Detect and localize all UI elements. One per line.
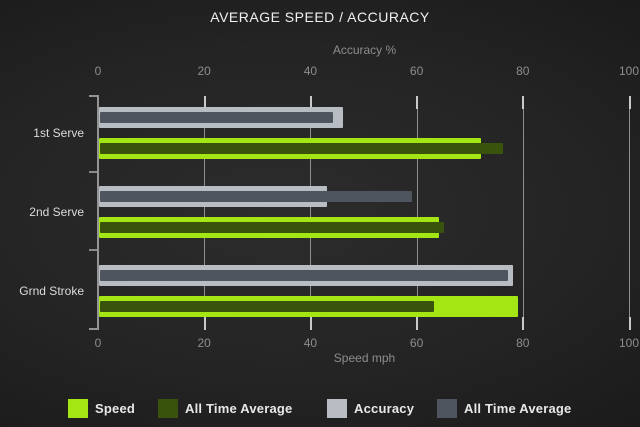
top-axis-tick-label: 60: [409, 64, 424, 78]
category-label-grnd-stroke: Grnd Stroke: [19, 284, 84, 298]
bar-all-time-average-2nd-serve: [100, 191, 413, 202]
legend-label-accuracy: Accuracy: [354, 401, 415, 416]
legend-swatch-all-time-average: [158, 399, 178, 418]
bottom-axis-tick-label: 40: [303, 336, 318, 350]
bottom-axis-tick: [416, 317, 419, 330]
legend-label-speed: Speed: [95, 401, 136, 416]
top-axis-tick: [628, 96, 631, 109]
legend-item-accuracy: Accuracy: [327, 399, 414, 418]
y-axis-line: [97, 95, 99, 330]
gridline: [310, 96, 312, 330]
legend-swatch-all-time-average: [437, 399, 457, 418]
y-axis-group-tick: [89, 249, 97, 251]
bottom-axis-tick: [628, 317, 631, 330]
y-axis-group-tick: [89, 171, 97, 173]
legend-item-speed: Speed: [68, 399, 135, 418]
bottom-axis-tick: [309, 317, 312, 330]
bar-all-time-average-1st-serve: [100, 143, 503, 154]
chart-title: AVERAGE SPEED / ACCURACY: [210, 9, 430, 25]
y-axis-bottom-bracket: [89, 328, 99, 330]
bar-all-time-average-grnd-stroke: [100, 270, 508, 281]
gridline: [204, 96, 206, 330]
bottom-axis-tick-label: 0: [94, 336, 102, 350]
legend-item-all-time-average: All Time Average: [437, 399, 572, 418]
legend-swatch-speed: [68, 399, 88, 418]
category-label-2nd-serve: 2nd Serve: [29, 205, 84, 219]
top-axis-tick-label: 40: [303, 64, 318, 78]
bottom-axis-tick-label: 60: [409, 336, 424, 350]
bar-all-time-average-1st-serve: [100, 112, 333, 123]
legend-label-all-time-average: All Time Average: [464, 401, 572, 416]
gridline: [522, 96, 524, 330]
legend-label-all-time-average: All Time Average: [185, 401, 293, 416]
top-axis-tick: [203, 96, 206, 109]
bottom-axis-tick: [203, 317, 206, 330]
bottom-axis-tick-label: 20: [197, 336, 211, 350]
bar-all-time-average-2nd-serve: [100, 222, 445, 233]
gridline: [629, 96, 630, 330]
bottom-axis-title: Speed mph: [333, 351, 396, 365]
category-label-1st-serve: 1st Serve: [33, 126, 84, 140]
top-axis-title: Accuracy %: [332, 43, 397, 57]
top-axis-tick-label: 0: [94, 64, 102, 78]
top-axis-tick-label: 20: [197, 64, 211, 78]
top-axis-tick-label: 80: [516, 64, 530, 78]
bar-all-time-average-grnd-stroke: [100, 301, 434, 312]
legend-swatch-accuracy: [327, 399, 347, 418]
gridline: [416, 96, 418, 330]
top-axis-tick-label: 100: [618, 64, 640, 78]
legend-item-all-time-average: All Time Average: [158, 399, 293, 418]
top-axis-tick: [522, 96, 525, 109]
bottom-axis-tick-label: 100: [618, 336, 640, 350]
bottom-axis-tick: [522, 317, 525, 330]
bottom-axis-tick-label: 80: [516, 336, 530, 350]
y-axis-top-bracket: [89, 95, 99, 97]
top-axis-tick: [416, 96, 419, 109]
top-axis-tick: [309, 96, 312, 109]
